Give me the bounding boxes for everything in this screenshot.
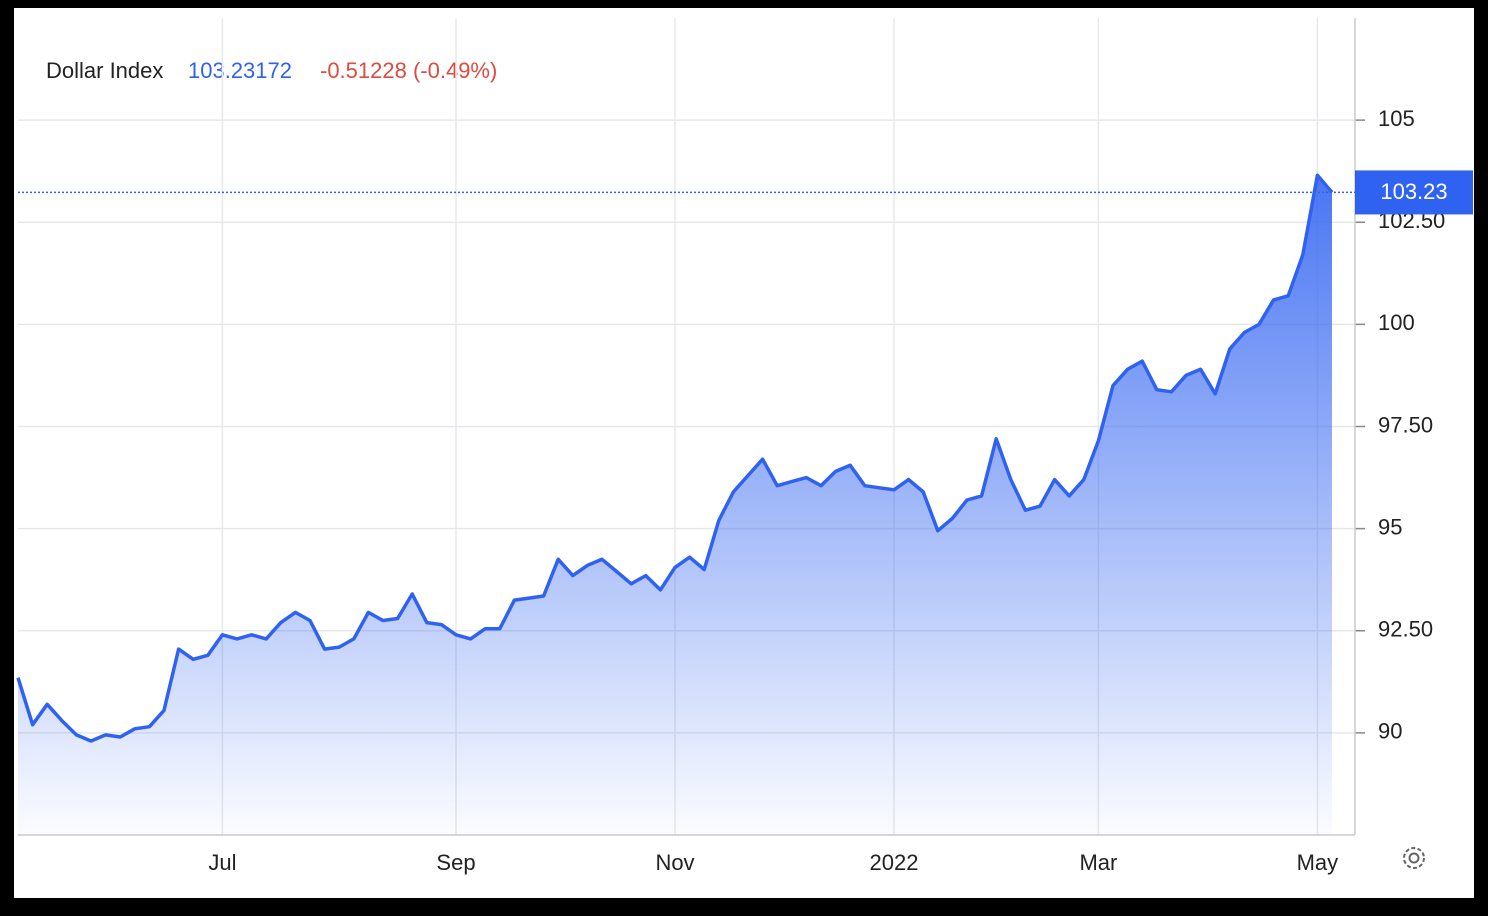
area: [18, 175, 1332, 836]
y-tick-label: 97.50: [1378, 412, 1433, 437]
gear: [1403, 847, 1425, 869]
y-tick-label: 92.50: [1378, 617, 1433, 642]
x-tick-label: Mar: [1079, 850, 1117, 875]
x-tick-label: Nov: [655, 850, 694, 875]
y-tick-label: 100: [1378, 310, 1415, 335]
series-name: Dollar Index: [46, 58, 163, 83]
y-tick-label: 105: [1378, 106, 1415, 131]
x-tick-label: May: [1297, 850, 1339, 875]
y-tick-label: 95: [1378, 514, 1402, 539]
x-tick-label: Sep: [436, 850, 475, 875]
y-tick-label: 90: [1378, 719, 1402, 744]
settings-icon[interactable]: [1403, 847, 1425, 869]
gear-hole: [1408, 852, 1420, 864]
x-tick-label: Jul: [208, 850, 236, 875]
price-tag-label: 103.23: [1380, 179, 1447, 204]
change: -0.51228 (-0.49%): [320, 58, 497, 83]
x-tick-label: 2022: [870, 850, 919, 875]
price: 103.23172: [188, 58, 292, 83]
price-tag: [1355, 170, 1473, 215]
line: [16, 173, 1334, 743]
